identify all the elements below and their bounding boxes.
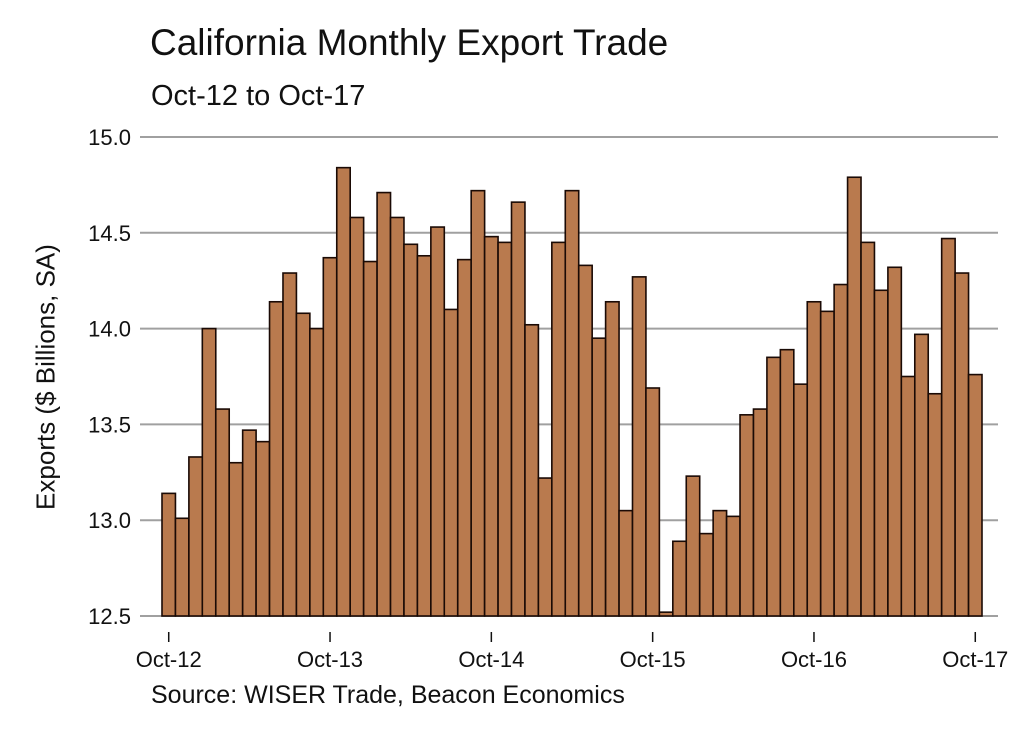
bar bbox=[214, 408, 231, 617]
bar bbox=[456, 258, 472, 617]
y-tick-label: 13.0 bbox=[88, 508, 131, 533]
bars bbox=[161, 166, 983, 617]
bar bbox=[241, 429, 257, 617]
bar bbox=[174, 517, 190, 617]
bar bbox=[537, 477, 553, 617]
bar bbox=[604, 300, 620, 617]
source-note: Source: WISER Trade, Beacon Economics bbox=[151, 681, 625, 709]
bar bbox=[524, 323, 540, 617]
bar bbox=[430, 226, 446, 617]
bar bbox=[927, 392, 943, 617]
bar bbox=[819, 310, 835, 617]
bar bbox=[335, 166, 351, 617]
bar bbox=[201, 327, 217, 617]
bar bbox=[228, 461, 244, 617]
x-axis-ticks: Oct-12 Oct-13 Oct-14 Oct-15 Oct-16 Oct-17 bbox=[136, 632, 1008, 672]
x-tick-label: Oct-14 bbox=[458, 647, 524, 672]
bar bbox=[362, 260, 378, 617]
bar bbox=[766, 356, 782, 617]
bar bbox=[403, 243, 419, 617]
bar bbox=[793, 383, 809, 617]
y-tick-label: 14.5 bbox=[88, 221, 131, 246]
bar bbox=[779, 348, 795, 617]
bar bbox=[282, 272, 298, 617]
bar bbox=[577, 264, 593, 617]
bar bbox=[712, 509, 728, 617]
y-tick-label: 14.0 bbox=[88, 317, 131, 342]
bar bbox=[833, 283, 849, 617]
bar bbox=[672, 540, 688, 617]
bar bbox=[967, 373, 983, 617]
x-tick-label: Oct-13 bbox=[297, 647, 363, 672]
bar bbox=[618, 509, 634, 617]
bar bbox=[416, 254, 432, 617]
bar bbox=[685, 475, 701, 617]
bar bbox=[188, 456, 204, 617]
bar bbox=[349, 216, 365, 617]
bar bbox=[564, 189, 580, 617]
bar bbox=[470, 189, 486, 617]
bar bbox=[322, 256, 338, 617]
bar bbox=[887, 266, 903, 617]
bar bbox=[806, 300, 822, 617]
chart-title: California Monthly Export Trade bbox=[150, 22, 669, 63]
y-axis-ticks: 12.5 13.0 13.5 14.0 14.5 15.0 bbox=[88, 125, 131, 629]
bar bbox=[846, 176, 862, 617]
bar bbox=[268, 300, 284, 617]
bar bbox=[645, 387, 661, 617]
y-tick-label: 12.5 bbox=[88, 604, 131, 629]
x-tick-label: Oct-16 bbox=[781, 647, 847, 672]
bar bbox=[739, 414, 755, 617]
chart-subtitle: Oct-12 to Oct-17 bbox=[151, 80, 366, 112]
bar bbox=[900, 375, 916, 617]
bar bbox=[295, 312, 311, 617]
bar bbox=[443, 308, 459, 617]
bar bbox=[255, 440, 271, 617]
bar bbox=[860, 241, 876, 617]
bar bbox=[631, 276, 647, 617]
y-tick-label: 13.5 bbox=[88, 412, 131, 437]
bar bbox=[873, 289, 889, 617]
x-tick-label: Oct-15 bbox=[620, 647, 686, 672]
bar bbox=[309, 327, 325, 617]
bar bbox=[376, 191, 392, 617]
bar bbox=[591, 337, 607, 617]
y-tick-label: 15.0 bbox=[88, 125, 131, 150]
bar bbox=[752, 408, 768, 617]
x-tick-label: Oct-12 bbox=[136, 647, 202, 672]
bar bbox=[161, 492, 177, 617]
bar bbox=[389, 216, 405, 617]
bar bbox=[658, 611, 674, 617]
bar bbox=[497, 241, 513, 617]
bar bbox=[913, 333, 930, 617]
bar bbox=[954, 272, 970, 617]
x-tick-label: Oct-17 bbox=[942, 647, 1008, 672]
bar bbox=[940, 237, 956, 617]
bar bbox=[483, 235, 499, 617]
bar bbox=[510, 201, 526, 617]
bar bbox=[551, 241, 567, 617]
bar bbox=[698, 532, 714, 617]
bar bbox=[725, 515, 741, 617]
